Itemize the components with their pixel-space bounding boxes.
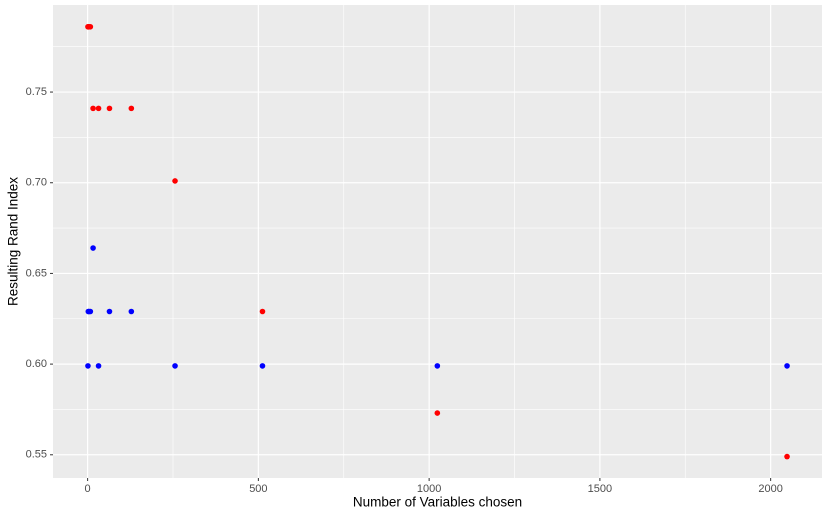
point: [87, 308, 94, 315]
point: [85, 363, 91, 369]
y-tick-label: 0.65: [26, 267, 47, 279]
point: [434, 363, 441, 369]
y-tick-label: 0.60: [26, 358, 47, 370]
point: [259, 308, 266, 315]
point: [95, 363, 102, 369]
x-tick-label: 2000: [758, 483, 782, 495]
point: [128, 308, 135, 315]
point: [172, 363, 178, 369]
x-tick-label: 1000: [417, 483, 441, 495]
grid: [53, 5, 822, 478]
point: [172, 178, 178, 184]
y-axis-title: Resulting Rand Index: [6, 177, 21, 306]
point: [128, 105, 135, 112]
point: [106, 105, 113, 112]
y-tick-label: 0.70: [26, 177, 47, 189]
point: [259, 363, 266, 369]
point: [87, 23, 94, 30]
panel-background: [53, 5, 822, 478]
point: [90, 245, 96, 251]
y-tick-label: 0.75: [26, 86, 47, 98]
point: [434, 410, 441, 416]
point: [106, 308, 113, 315]
x-tick-label: 0: [85, 483, 91, 495]
point: [784, 363, 790, 369]
x-tick-label: 1500: [588, 483, 612, 495]
point: [90, 105, 96, 112]
points: [85, 23, 790, 460]
point: [95, 105, 102, 112]
x-tick-label: 500: [249, 483, 267, 495]
x-axis-title: Number of Variables chosen: [353, 495, 522, 510]
y-tick-label: 0.55: [26, 449, 47, 461]
point: [784, 453, 790, 460]
